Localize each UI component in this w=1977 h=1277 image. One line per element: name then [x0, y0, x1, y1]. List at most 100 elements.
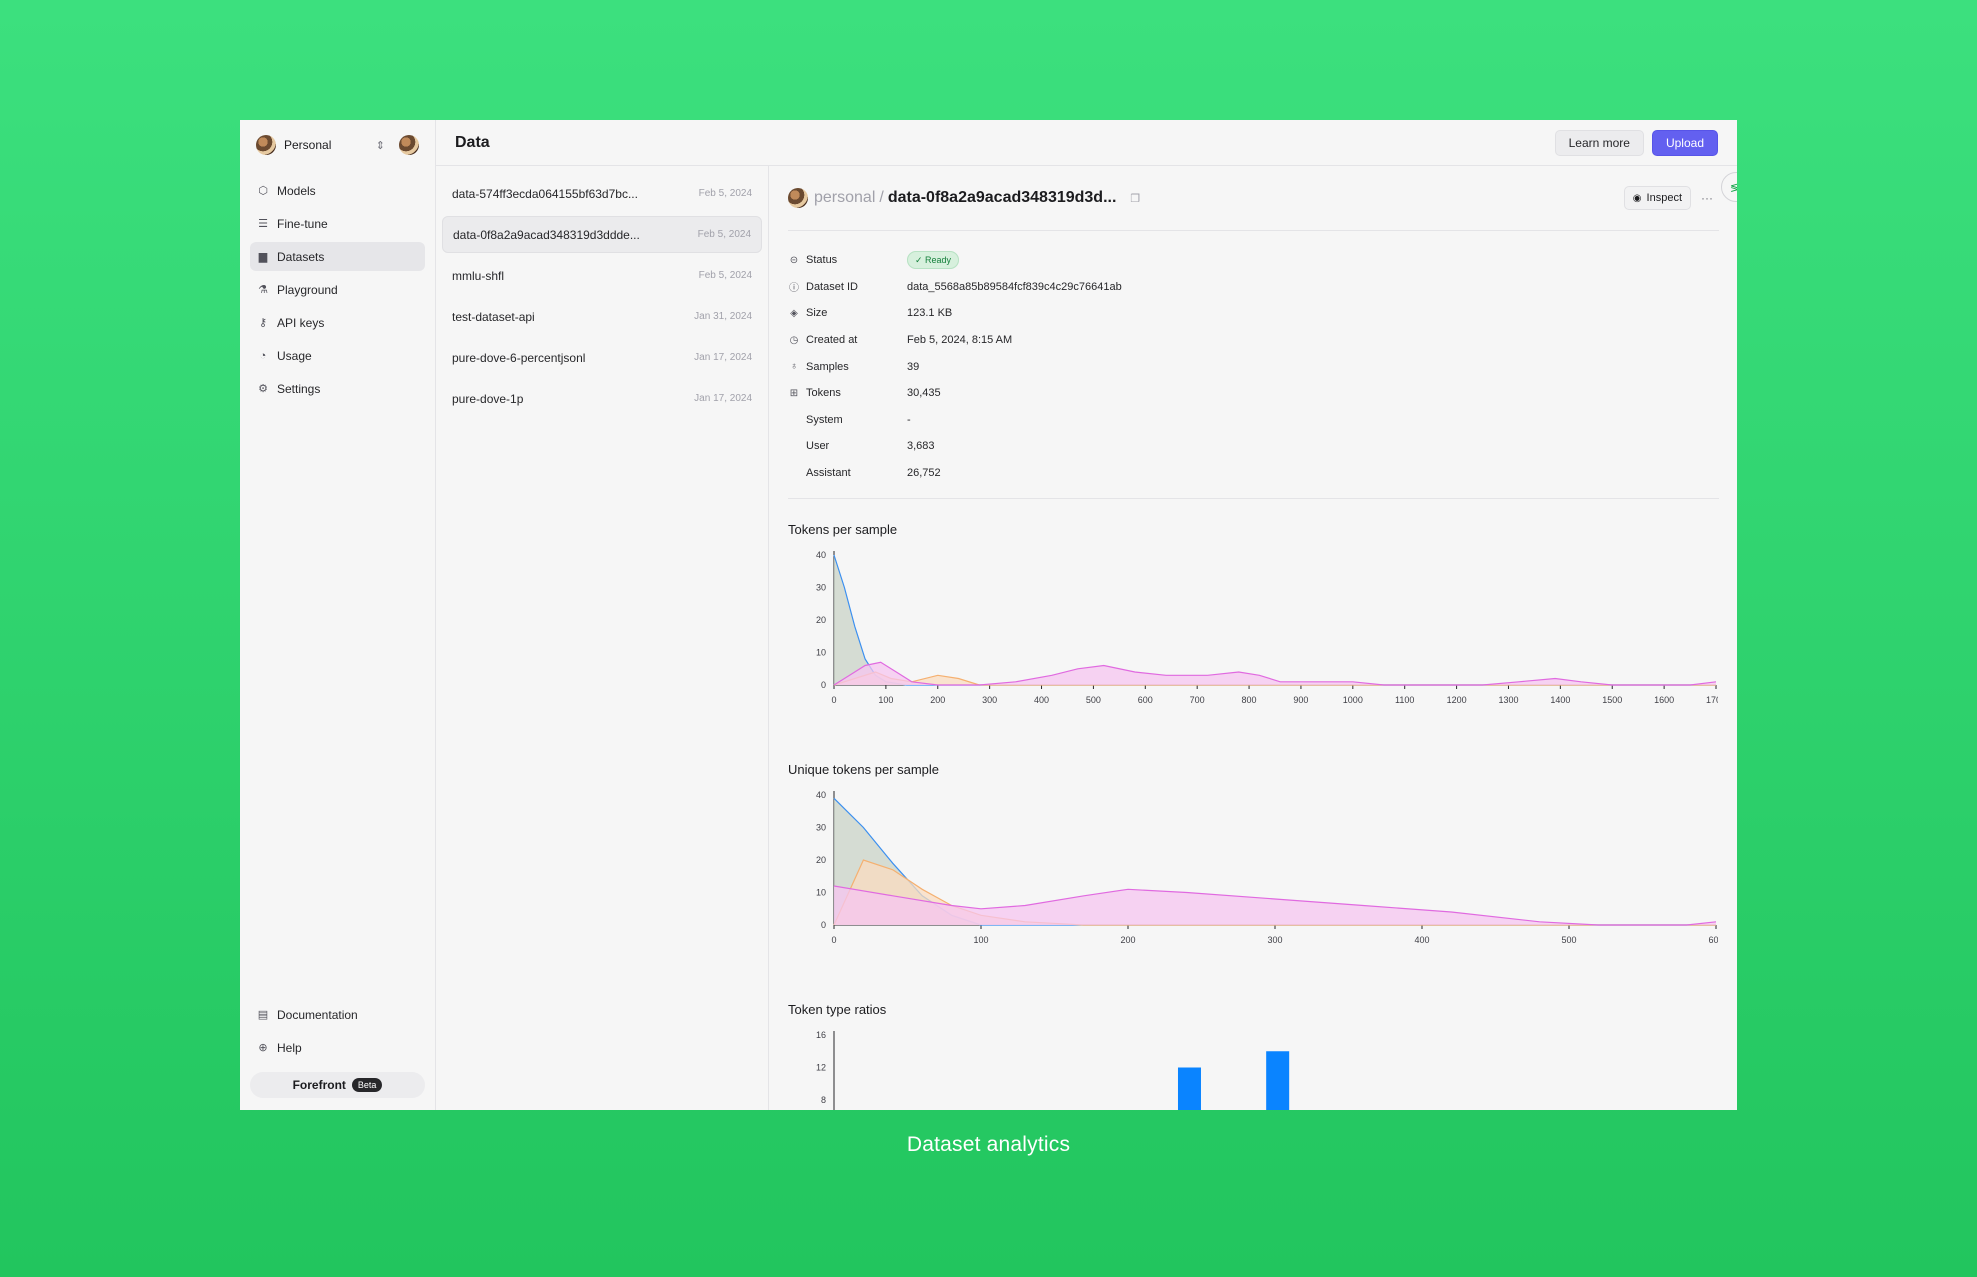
sidebar-item-documentation[interactable]: ▤ Documentation: [250, 1000, 425, 1029]
breadcrumb-workspace[interactable]: personal: [814, 189, 876, 206]
gear-icon: ⚙: [258, 383, 268, 395]
property-label: ⓘ Dataset ID: [788, 279, 907, 295]
dataset-name: mmlu-shfl: [452, 268, 505, 283]
y-tick-label: 10: [816, 648, 826, 658]
property-label: User: [788, 440, 907, 452]
copy-icon[interactable]: ❐: [1130, 192, 1141, 205]
y-tick-label: 20: [816, 615, 826, 625]
property-label: ◷ Created at: [788, 334, 907, 346]
workspace-name: Personal: [284, 138, 332, 152]
inspect-label: Inspect: [1646, 192, 1682, 204]
sidebar-item-playground[interactable]: ⚗ Playground: [250, 275, 425, 304]
panel-toggle-icon[interactable]: ≶: [1721, 172, 1737, 202]
dataset-list-item[interactable]: data-574ff3ecda064155bf63d7bc... Feb 5, 2…: [442, 175, 762, 212]
dataset-name: data-0f8a2a9acad348319d3ddde...: [453, 227, 640, 242]
x-tick-label: 800: [1242, 695, 1257, 705]
x-tick-label: 100: [878, 695, 893, 705]
workspace-switcher[interactable]: Personal ⇕: [250, 132, 425, 158]
dataset-list-item[interactable]: mmlu-shfl Feb 5, 2024: [442, 257, 762, 294]
sidebar-item-label: Datasets: [277, 249, 325, 264]
y-tick-label: 16: [816, 1030, 826, 1040]
user-avatar[interactable]: [399, 135, 419, 155]
sidebar-item-help[interactable]: ⊕ Help: [250, 1033, 425, 1062]
y-tick-label: 30: [816, 583, 826, 593]
property-value: 39: [907, 360, 920, 373]
property-row-tokens: ⊞ Tokens 30,435: [788, 380, 1719, 407]
x-tick-label: 700: [1190, 695, 1205, 705]
property-row-user: User 3,683: [788, 433, 1719, 460]
dataset-title: data-0f8a2a9acad348319d3d...: [887, 189, 1117, 206]
x-tick-label: 900: [1293, 695, 1308, 705]
property-label: ⊞ Tokens: [788, 387, 907, 399]
info-icon: ⓘ: [789, 283, 799, 295]
dataset-name: test-dataset-api: [452, 309, 535, 324]
x-tick-label: 1200: [1447, 695, 1467, 705]
x-tick-label: 500: [1086, 695, 1101, 705]
sidebar-item-label: Documentation: [277, 1007, 358, 1022]
detail-header: personal / data-0f8a2a9acad348319d3d... …: [788, 166, 1737, 231]
chart-title: Token type ratios: [788, 1002, 887, 1018]
inspect-button[interactable]: ◉ Inspect: [1623, 186, 1691, 210]
property-row-assistant: Assistant 26,752: [788, 460, 1719, 487]
y-tick-label: 40: [816, 790, 826, 800]
property-row-created-at: ◷ Created at Feb 5, 2024, 8:15 AM: [788, 327, 1719, 354]
property-row-samples: ♁ Samples 39: [788, 353, 1719, 380]
y-tick-label: 0: [821, 920, 826, 930]
sidebar-item-settings[interactable]: ⚙ Settings: [250, 374, 425, 403]
dataset-properties: ⊝ Status ✓ Ready ⓘ Dataset ID data_5568a85b89…: [788, 231, 1719, 500]
x-tick-label: 500: [1561, 935, 1576, 945]
x-tick-label: 1100: [1395, 695, 1414, 705]
key-icon: ⚷: [258, 317, 268, 329]
x-tick-label: 400: [1034, 695, 1049, 705]
beta-badge: Beta: [351, 1078, 383, 1092]
y-tick-label: 40: [816, 550, 826, 560]
sidebar-item-fine-tune[interactable]: ☰ Fine-tune: [250, 209, 425, 238]
x-tick-label: 200: [1120, 935, 1135, 945]
series-pink-line: [833, 885, 1717, 926]
pie-icon: ◔: [259, 349, 267, 362]
dataset-list-item[interactable]: pure-dove-1p Jan 17, 2024: [442, 380, 762, 417]
property-label: ⊝ Status: [788, 254, 907, 266]
sidebar-item-label: Models: [277, 183, 316, 198]
x-tick-label: 1300: [1498, 695, 1518, 705]
dataset-list-item[interactable]: test-dataset-api Jan 31, 2024: [442, 298, 762, 335]
sidebar-item-api-keys[interactable]: ⚷ API keys: [250, 308, 425, 337]
upload-button[interactable]: Upload: [1651, 129, 1718, 156]
learn-more-button[interactable]: Learn more: [1554, 129, 1644, 156]
sidebar-item-usage[interactable]: ◔ Usage: [250, 341, 425, 370]
property-label-text: Created at: [806, 334, 858, 347]
bar-5: [1266, 1051, 1290, 1110]
clock-icon: ◷: [789, 334, 799, 346]
dataset-list: data-574ff3ecda064155bf63d7bc... Feb 5, 2…: [436, 166, 769, 1110]
dataset-list-item[interactable]: pure-dove-6-percentjsonl Jan 17, 2024: [442, 339, 762, 376]
folder-icon: ▆: [258, 251, 268, 263]
sidebar-item-datasets[interactable]: ▆ Datasets: [250, 242, 425, 271]
charts: Tokens per sample 0 10 20 30 40 0 100 200 300 400 5…: [788, 522, 1726, 1110]
y-tick-label: 30: [816, 823, 826, 833]
dataset-date: Jan 31, 2024: [694, 311, 752, 322]
page-title: Data: [455, 133, 490, 151]
dataset-list-item[interactable]: data-0f8a2a9acad348319d3ddde... Feb 5, 20…: [442, 216, 762, 253]
property-label-text: User: [806, 440, 830, 453]
status-icon: ⊝: [789, 254, 799, 266]
sidebar-item-models[interactable]: ⬡ Models: [250, 176, 425, 205]
workspace-avatar: [256, 135, 276, 155]
more-options-icon[interactable]: ···: [1701, 191, 1713, 205]
workspace-avatar: [788, 188, 808, 208]
property-label: ♁ Samples: [788, 361, 907, 373]
x-tick-label: 1500: [1602, 695, 1622, 705]
book-icon: ▤: [257, 1009, 269, 1021]
property-label-text: Assistant: [806, 467, 851, 480]
chevron-up-down-icon: ⇕: [375, 139, 385, 152]
dataset-date: Feb 5, 2024: [697, 229, 751, 240]
property-row-size: ◈ Size 123.1 KB: [788, 300, 1719, 327]
property-value: 26,752: [907, 467, 941, 480]
property-label: System: [788, 414, 907, 426]
property-label-text: Samples: [806, 360, 849, 373]
sidebar-bottom: ▤ Documentation ⊕ Help Forefront Beta: [250, 1000, 425, 1098]
series-blue-line: [833, 555, 1716, 686]
bulb-icon: ♁: [790, 361, 798, 373]
x-tick-label: 100: [973, 935, 988, 945]
chart-3: 481216: [816, 1030, 1290, 1110]
